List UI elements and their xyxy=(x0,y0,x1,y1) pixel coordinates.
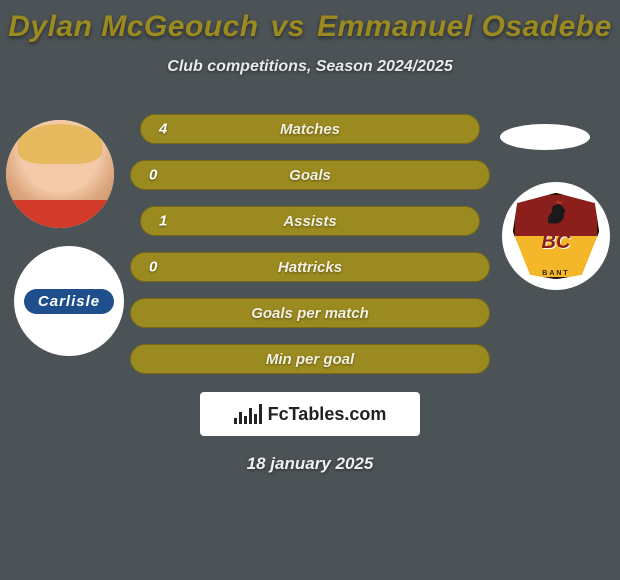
bar-chart-icon xyxy=(234,404,262,424)
stat-label: Hattricks xyxy=(278,259,342,276)
stat-value-left: 0 xyxy=(149,259,157,276)
stat-row: Assists 1 xyxy=(140,206,480,236)
stat-label: Min per goal xyxy=(266,351,354,368)
infographic-content: Dylan McGeouch vs Emmanuel Osadebe Club … xyxy=(0,0,620,580)
stat-value-left: 1 xyxy=(159,213,167,230)
branding-text: FcTables.com xyxy=(268,404,387,425)
vs-word: vs xyxy=(271,10,305,44)
page-title: Dylan McGeouch vs Emmanuel Osadebe xyxy=(8,10,612,44)
stat-row: Min per goal xyxy=(130,344,490,374)
stat-row: Goals 0 xyxy=(130,160,490,190)
stat-label: Goals per match xyxy=(251,305,369,322)
stat-value-left: 0 xyxy=(149,167,157,184)
player2-name: Emmanuel Osadebe xyxy=(317,10,612,44)
stat-label: Assists xyxy=(283,213,336,230)
stat-row: Matches 4 xyxy=(140,114,480,144)
stat-label: Goals xyxy=(289,167,331,184)
stats-rows: Matches 4 Goals 0 Assists 1 Hattricks 0 Goals pe… xyxy=(130,114,490,374)
branding-box: FcTables.com xyxy=(200,392,420,436)
stat-row: Hattricks 0 xyxy=(130,252,490,282)
stat-value-left: 4 xyxy=(159,121,167,138)
stat-row: Goals per match xyxy=(130,298,490,328)
player1-name: Dylan McGeouch xyxy=(8,10,258,44)
stat-label: Matches xyxy=(280,121,340,138)
date-text: 18 january 2025 xyxy=(247,454,374,474)
subtitle: Club competitions, Season 2024/2025 xyxy=(167,58,452,76)
